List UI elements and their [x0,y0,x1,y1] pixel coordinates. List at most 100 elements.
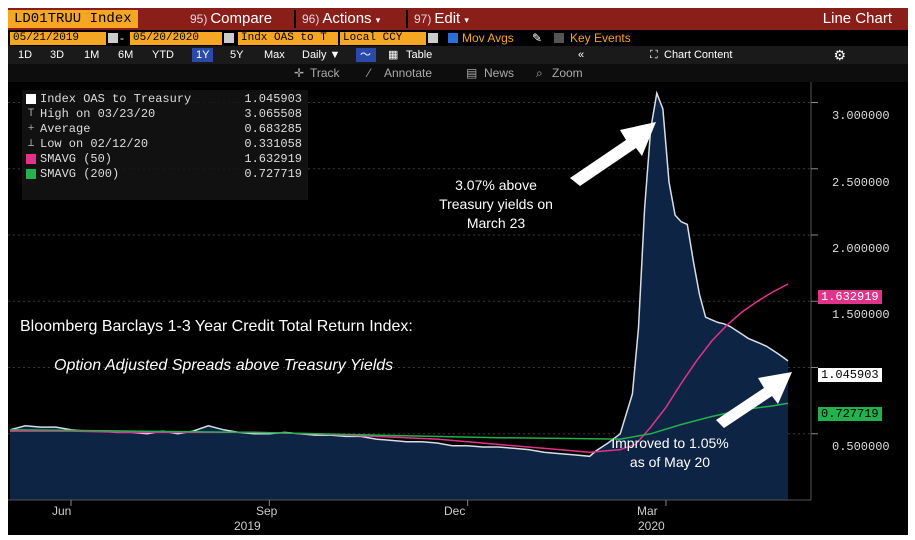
edit-menu-label: Edit [434,10,461,27]
calendar-icon[interactable] [108,33,118,43]
toolbar-divider [294,10,296,28]
timeframe-3d[interactable]: 3D [50,49,65,61]
bloomberg-terminal-window: LD01TRUU Index 95) Compare 96) Actions ▾ 9… [8,8,908,535]
table-button[interactable]: Table [406,49,433,61]
improved-annotation-line: as of May 20 [629,454,711,470]
timeframe-ytd[interactable]: YTD [152,49,174,61]
news-tool[interactable]: News [484,66,515,80]
end-date-field[interactable]: 05/20/2020 [130,32,222,45]
peak-annotation: 3.07% above Treasury yields on March 23 [416,176,576,233]
arrow-to-peak-icon [570,122,656,186]
edit-menu-number: 97) [414,12,432,26]
legend-name: Average [40,122,91,136]
y-tick-label: 1.500000 [832,308,890,322]
crosshair-icon[interactable]: ✛ [294,66,305,80]
y-axis-ticks [811,102,818,435]
low-marker-icon: ⊥ [27,138,35,150]
calendar-icon[interactable] [224,33,234,43]
improved-annotation: Improved to 1.05% as of May 20 [588,434,752,472]
chart-subtitle: Option Adjusted Spreads above Treasury Y… [54,357,394,374]
period-select[interactable]: Daily ▼ [302,49,341,61]
peak-annotation-line: Treasury yields on [439,196,553,212]
gear-icon[interactable]: ⚙ [833,47,846,63]
collapse-icon[interactable]: « [578,49,585,61]
legend-row-oas[interactable]: Index OAS to Treasury 1.045903 [26,92,302,106]
start-date-field[interactable]: 05/21/2019 [10,32,106,45]
legend-name: SMAVG (200) [40,167,120,181]
compare-menu-number: 95) [190,12,208,26]
actions-menu-number: 96) [302,12,320,26]
legend-row-average[interactable]: + Average 0.683285 [26,122,302,136]
chart-title: Bloomberg Barclays 1-3 Year Credit Total… [20,318,413,335]
chart-tools-bar: ✛ Track ⁄ Annotate ▤ News ⌕ Zoom [8,64,908,82]
x-tick-label: Jun [52,504,72,518]
legend-name: High on 03/23/20 [40,107,156,121]
annotate-icon[interactable]: ⁄ [368,66,371,80]
x-year-label: 2019 [234,519,261,533]
legend-swatch [26,154,36,164]
pencil-icon[interactable]: ✎ [532,31,543,45]
arrow-to-current-icon [716,372,792,428]
x-tick-label: Dec [444,504,466,518]
timeframe-5y[interactable]: 5Y [230,49,244,61]
zoom-tool[interactable]: Zoom [552,66,583,80]
x-tick-label: Mar [637,504,658,518]
legend-value: 0.727719 [244,167,302,181]
peak-annotation-line: March 23 [466,215,526,231]
legend-value: 0.683285 [244,122,302,136]
legend-row-high[interactable]: T High on 03/23/20 3.065508 [26,107,302,121]
legend-swatch [26,94,36,104]
compare-menu-label: Compare [210,10,273,27]
search-icon[interactable]: ⌕ [536,66,543,80]
dropdown-icon[interactable] [428,33,438,43]
timeframe-6m[interactable]: 6M [118,49,134,61]
legend-value: 1.632919 [244,152,302,166]
mov-avgs-label: Mov Avgs [462,31,514,45]
toolbar-divider [406,10,408,28]
edit-menu-button[interactable]: 97) Edit ▾ [410,10,473,28]
sma50-value-tag: 1.632919 [818,290,882,304]
legend-name: SMAVG (50) [40,152,113,166]
field-select[interactable]: Indx OAS to T [238,32,338,45]
sma200-value-tag: 0.727719 [818,407,882,421]
y-tick-label: 2.000000 [832,242,890,256]
legend-row-sma50[interactable]: SMAVG (50) 1.632919 [26,152,302,166]
legend-row-low[interactable]: ⊥ Low on 02/12/20 0.331058 [26,137,302,151]
chart-content-button[interactable]: Chart Content [664,49,733,61]
x-year-label: 2020 [638,519,665,533]
timeframe-1m[interactable]: 1M [84,49,100,61]
high-marker-icon: T [27,108,35,120]
table-icon[interactable]: ▦ [388,49,399,61]
timeframe-max[interactable]: Max [264,49,285,61]
chart-content-icon[interactable]: ⛶ [650,49,658,61]
chart-type-title: Line Chart [822,10,892,27]
legend-row-sma200[interactable]: SMAVG (200) 0.727719 [26,167,302,181]
compare-menu-button[interactable]: 95) Compare [186,10,276,28]
key-events-label: Key Events [570,31,631,45]
line-chart-icon[interactable]: 〜 [356,48,376,62]
controls-bar: 05/21/2019 - 05/20/2020 Indx OAS to T Lo… [8,30,908,46]
y-tick-label: 3.000000 [832,109,890,123]
annotate-tool[interactable]: Annotate [384,66,433,80]
track-tool[interactable]: Track [310,66,340,80]
key-events-checkbox[interactable] [554,33,564,43]
date-range-dash: - [120,31,124,45]
x-axis-ticks [70,500,667,506]
top-toolbar: LD01TRUU Index 95) Compare 96) Actions ▾ 9… [8,8,908,30]
actions-menu-button[interactable]: 96) Actions ▾ [298,10,384,28]
x-tick-label: Sep [256,504,278,518]
timeframe-1y[interactable]: 1Y [192,48,214,62]
legend-name: Low on 02/12/20 [40,137,149,151]
mov-avgs-checkbox[interactable] [448,33,458,43]
timeframe-1d[interactable]: 1D [18,49,33,61]
news-icon[interactable]: ▤ [466,66,478,80]
legend-value: 0.331058 [244,137,302,151]
ticker-field[interactable]: LD01TRUU Index [8,10,138,28]
legend-value: 1.045903 [244,92,302,106]
legend-swatch [26,169,36,179]
chart-gridlines [8,102,811,435]
currency-select[interactable]: Local CCY [340,32,426,45]
y-tick-label: 2.500000 [832,176,890,190]
oas-area-fill [10,93,788,500]
y-tick-label: 0.500000 [832,440,890,454]
